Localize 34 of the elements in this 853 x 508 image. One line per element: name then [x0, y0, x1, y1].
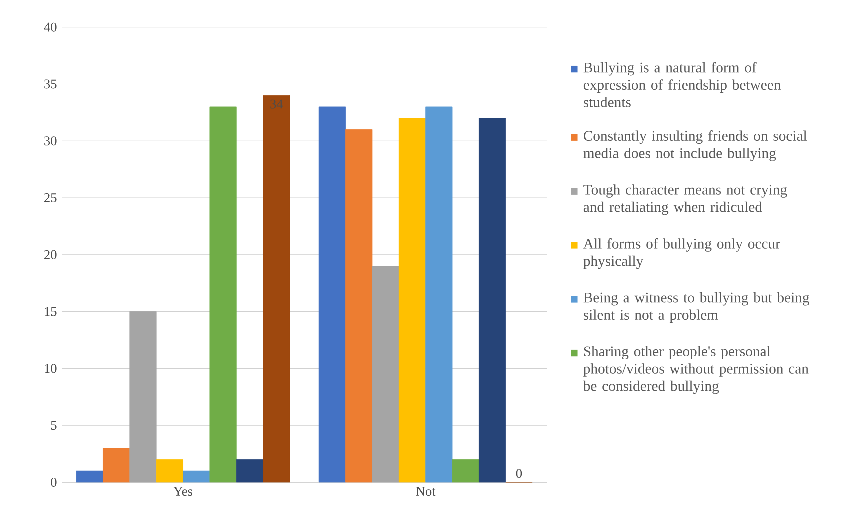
y-tick-label: 35 [44, 80, 57, 89]
y-tick-label: 30 [44, 136, 57, 146]
x-tick-label: Not [416, 487, 436, 496]
bar [346, 130, 373, 483]
legend-label: Being a witness to bullying but being silent is not a problem [584, 292, 810, 324]
y-tick-label: 20 [44, 250, 57, 260]
legend-label: Tough character means not crying and retaliating when ridiculed [584, 184, 788, 216]
x-tick-label: Yes [174, 487, 192, 496]
bar [372, 266, 400, 483]
legend-label: Sharing other people's personal photos/videos without permission can be considered bullying [583, 346, 809, 394]
bar [426, 106, 453, 483]
y-tick-label: 5 [51, 421, 57, 430]
bar [318, 106, 346, 483]
bar [263, 95, 290, 483]
bar [156, 460, 184, 483]
bar [452, 460, 480, 483]
bar [130, 312, 157, 483]
data-label: 34 [270, 100, 284, 109]
data-label: 0 [516, 469, 522, 478]
bar [76, 470, 104, 483]
y-tick-label: 10 [45, 364, 57, 374]
legend-label: Bullying is a natural form of expression of friendship between students [584, 62, 782, 108]
y-tick-label: 0 [51, 478, 57, 488]
legend-label: All forms of bullying only occur physically [584, 238, 780, 270]
bar [103, 448, 130, 483]
bar [210, 106, 237, 483]
bar [183, 470, 210, 483]
y-tick-label: 40 [44, 22, 57, 32]
bar [479, 118, 506, 483]
bar [236, 460, 264, 483]
y-tick-label: 15 [45, 307, 57, 316]
y-tick-label: 25 [44, 194, 57, 203]
bar [398, 118, 426, 483]
legend-label: Constantly insulting friends on social media does not include bullying [584, 130, 808, 162]
